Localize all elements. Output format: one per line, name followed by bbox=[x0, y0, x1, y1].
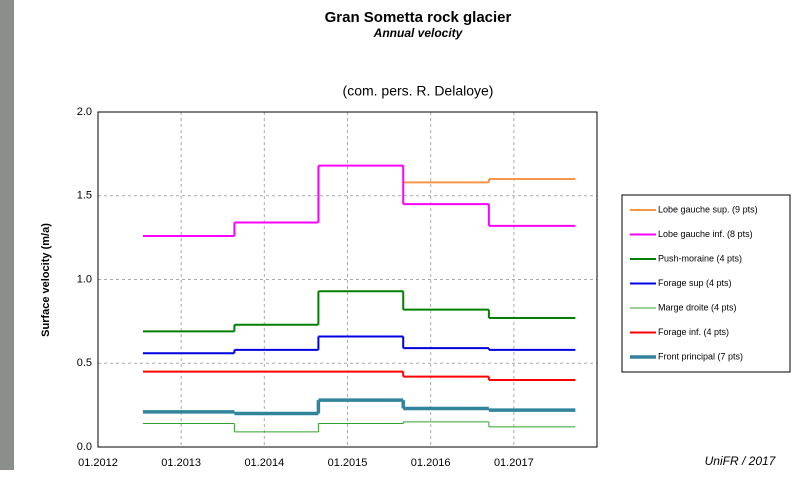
annotation: (com. pers. R. Delaloye) bbox=[343, 83, 494, 99]
x-tick-label: 01.2012 bbox=[78, 457, 118, 469]
x-tick-label: 01.2013 bbox=[161, 457, 201, 469]
legend-label: Forage sup (4 pts) bbox=[658, 278, 732, 288]
x-tick-label: 01.2015 bbox=[328, 457, 368, 469]
x-tick-label: 01.2014 bbox=[244, 457, 284, 469]
y-tick-label: 2.0 bbox=[77, 106, 92, 118]
legend-label: Marge droite (4 pts) bbox=[658, 302, 737, 312]
y-axis-label: Surface velocity (m/a) bbox=[40, 223, 52, 337]
y-tick-label: 0.5 bbox=[77, 357, 92, 369]
x-tick-label: 01.2016 bbox=[411, 457, 451, 469]
credit: UniFR / 2017 bbox=[705, 454, 777, 468]
photo-strip bbox=[0, 0, 14, 470]
y-tick-label: 0.0 bbox=[77, 441, 92, 453]
legend-label: Forage inf. (4 pts) bbox=[658, 327, 729, 337]
legend-label: Push-moraine (4 pts) bbox=[658, 253, 742, 263]
legend-label: Lobe gauche inf. (8 pts) bbox=[658, 229, 753, 239]
x-tick-label: 01.2017 bbox=[494, 457, 534, 469]
legend-label: Front principal (7 pts) bbox=[658, 351, 743, 361]
legend-label: Lobe gauche sup. (9 pts) bbox=[658, 204, 758, 214]
chart-title: Gran Sometta rock glacier bbox=[325, 9, 512, 26]
chart-subtitle: Annual velocity bbox=[373, 26, 464, 40]
plot-frame bbox=[97, 111, 598, 448]
y-tick-label: 1.5 bbox=[77, 190, 92, 202]
y-tick-label: 1.0 bbox=[77, 273, 92, 285]
